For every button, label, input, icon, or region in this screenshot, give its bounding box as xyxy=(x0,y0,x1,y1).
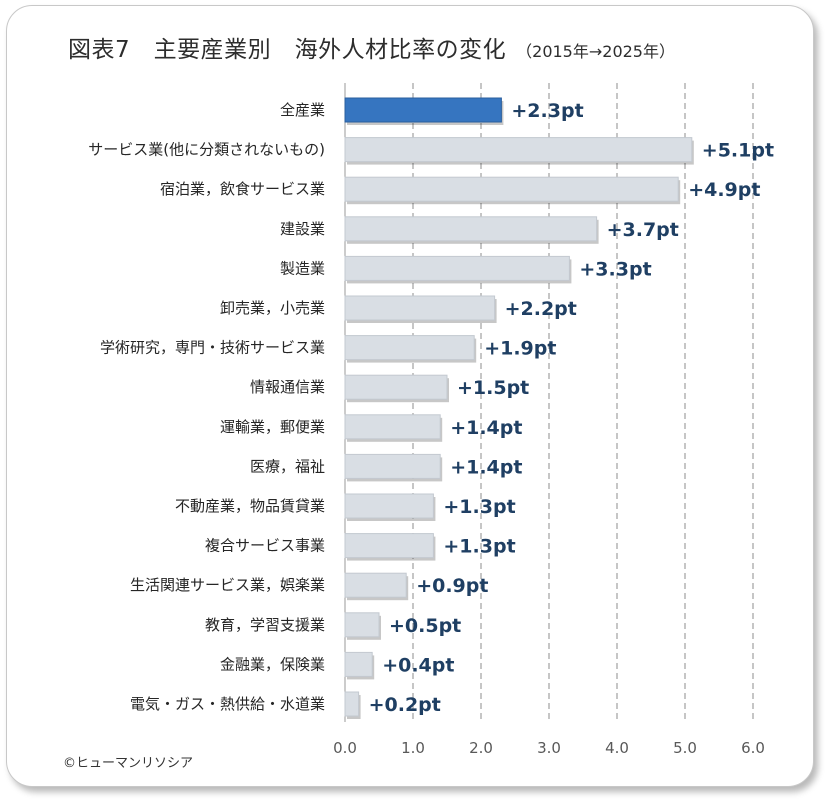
category-label: 全産業 xyxy=(280,101,325,119)
category-label: サービス業(他に分類されないもの) xyxy=(88,141,325,159)
bars xyxy=(344,97,694,719)
x-tick-label: 4.0 xyxy=(605,739,629,757)
value-label: +3.3pt xyxy=(579,258,651,280)
category-label: 学術研究，専門・技術サービス業 xyxy=(100,339,325,357)
value-label: +1.4pt xyxy=(450,456,522,478)
bar xyxy=(344,374,448,400)
category-label: 複合サービス事業 xyxy=(205,537,325,555)
bar xyxy=(344,176,679,202)
labels: 全産業 +2.3pt サービス業(他に分類されないもの) +5.1pt 宿泊業，飲食サー… xyxy=(88,100,774,716)
bar xyxy=(344,691,360,717)
bar xyxy=(344,612,380,638)
x-tick-label: 0.0 xyxy=(333,739,357,757)
bar xyxy=(344,255,570,281)
bar xyxy=(344,414,441,440)
chart-title-period: （2015年→2025年） xyxy=(516,42,675,61)
copyright-notice: ©ヒューマンリソシア xyxy=(63,756,194,771)
bar xyxy=(344,493,434,519)
bar xyxy=(344,453,441,479)
value-label: +4.9pt xyxy=(688,179,760,201)
x-tick-label: 5.0 xyxy=(673,739,697,757)
value-label: +1.3pt xyxy=(443,496,515,518)
category-label: 卸売業，小売業 xyxy=(220,299,325,317)
value-label: +1.5pt xyxy=(457,377,529,399)
value-label: +0.4pt xyxy=(382,654,454,676)
x-tick-label: 1.0 xyxy=(401,739,425,757)
category-label: 医療，福祉 xyxy=(250,457,325,475)
category-label: 電気・ガス・熱供給・水道業 xyxy=(130,695,325,713)
bar-highlight xyxy=(344,97,502,123)
bar xyxy=(344,572,407,598)
category-label: 情報通信業 xyxy=(250,378,325,396)
value-label: +2.2pt xyxy=(505,298,577,320)
x-tick-label: 6.0 xyxy=(741,739,765,757)
x-tick-label: 2.0 xyxy=(469,739,493,757)
category-label: 製造業 xyxy=(280,259,325,277)
category-label: 教育，学習支援業 xyxy=(205,616,325,634)
bar xyxy=(344,651,373,677)
category-label: 運輸業，郵便業 xyxy=(220,418,325,436)
x-tick-label: 3.0 xyxy=(537,739,561,757)
category-label: 不動産業，物品賃貸業 xyxy=(175,497,325,515)
value-label: +5.1pt xyxy=(702,140,774,162)
bar xyxy=(344,137,693,163)
bar xyxy=(344,533,434,559)
bar xyxy=(344,216,598,242)
category-label: 金融業，保険業 xyxy=(220,655,325,673)
chart-title: 図表7 主要産業別 海外人材比率の変化 （2015年→2025年） xyxy=(68,30,675,64)
value-label: +3.7pt xyxy=(607,219,679,241)
bar xyxy=(344,295,496,321)
category-label: 生活関連サービス業，娯楽業 xyxy=(130,576,325,594)
value-label: +1.3pt xyxy=(443,536,515,558)
chart-title-main: 図表7 主要産業別 海外人材比率の変化 xyxy=(68,37,507,63)
value-label: +0.2pt xyxy=(369,694,441,716)
x-axis-ticks: 0.0 1.0 2.0 3.0 4.0 5.0 6.0 xyxy=(333,739,765,757)
value-label: +0.9pt xyxy=(416,575,488,597)
value-label: +2.3pt xyxy=(511,100,583,122)
category-label: 建設業 xyxy=(280,220,325,238)
category-label: 宿泊業，飲食サービス業 xyxy=(160,180,325,198)
value-label: +1.9pt xyxy=(484,338,556,360)
value-label: +1.4pt xyxy=(450,417,522,439)
value-label: +0.5pt xyxy=(389,615,461,637)
bar xyxy=(344,335,475,361)
